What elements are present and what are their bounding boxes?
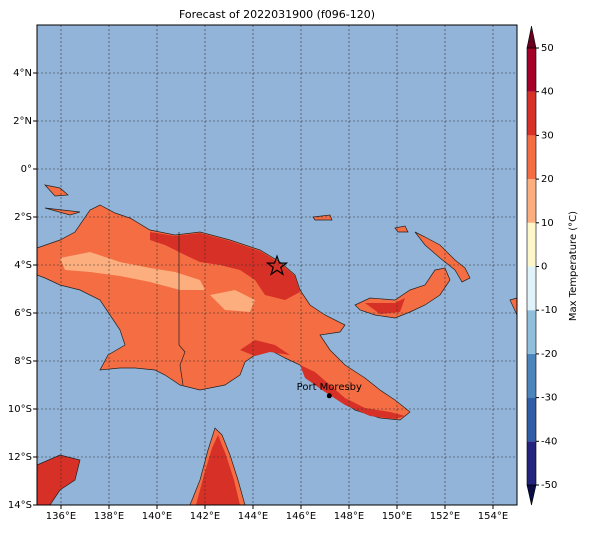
y-tick-label: 4°S (14, 260, 32, 271)
colorbar-tick-label: -10 (541, 305, 557, 316)
x-tick-label: 144°E (238, 511, 268, 522)
colorbar-tick-label: -20 (541, 349, 557, 360)
x-tick-label: 154°E (478, 511, 508, 522)
y-tick-label: 6°S (14, 308, 32, 319)
x-tick-label: 152°E (430, 511, 460, 522)
colorbar-segment (527, 91, 536, 136)
x-tick-label: 148°E (334, 511, 364, 522)
colorbar-label: Max Temperature (°C) (568, 211, 579, 321)
y-tick-label: 2°S (14, 212, 32, 223)
city-marker (326, 393, 332, 399)
x-tick-label: 146°E (286, 511, 316, 522)
colorbar-tick-label: 30 (541, 130, 554, 141)
colorbar-tick-label: 50 (541, 43, 554, 54)
colorbar-tick-label: -30 (541, 393, 557, 404)
colorbar-tick-label: -50 (541, 480, 557, 491)
colorbar-tick-label: 0 (541, 262, 547, 273)
colorbar-tick-label: 40 (541, 87, 554, 98)
colorbar-segment (527, 222, 536, 267)
y-tick-label: 4°N (13, 68, 32, 79)
colorbar-segment (527, 397, 536, 442)
x-tick-label: 136°E (46, 511, 76, 522)
colorbar-segment (527, 353, 536, 398)
y-tick-label: 10°S (8, 404, 32, 415)
y-tick-label: 12°S (8, 452, 32, 463)
x-tick-label: 138°E (94, 511, 124, 522)
colorbar-extend-high (526, 25, 537, 49)
colorbar-segment (527, 48, 536, 92)
x-tick-label: 150°E (382, 511, 412, 522)
star-marker (265, 254, 289, 276)
colorbar-segment (527, 179, 536, 223)
land (36, 184, 518, 506)
colorbar-tick-label: 20 (541, 174, 554, 185)
y-tick-label: 0° (21, 164, 32, 175)
y-tick-label: 14°S (8, 500, 32, 511)
x-tick-label: 140°E (142, 511, 172, 522)
y-tick-label: 2°N (13, 116, 32, 127)
colorbar-segment (527, 441, 536, 485)
city-label: Port Moresby (297, 382, 362, 393)
colorbar-segment (527, 310, 536, 354)
colorbar-segment (527, 266, 536, 311)
colorbar-tick-label: 10 (541, 218, 554, 229)
y-tick-label: 8°S (14, 356, 32, 367)
colorbar-segment (527, 135, 536, 180)
x-tick-label: 142°E (190, 511, 220, 522)
chart-title: Forecast of 2022031900 (f096-120) (179, 8, 375, 21)
colorbar-extend-low (526, 484, 537, 506)
colorbar-tick-label: -40 (541, 436, 557, 447)
